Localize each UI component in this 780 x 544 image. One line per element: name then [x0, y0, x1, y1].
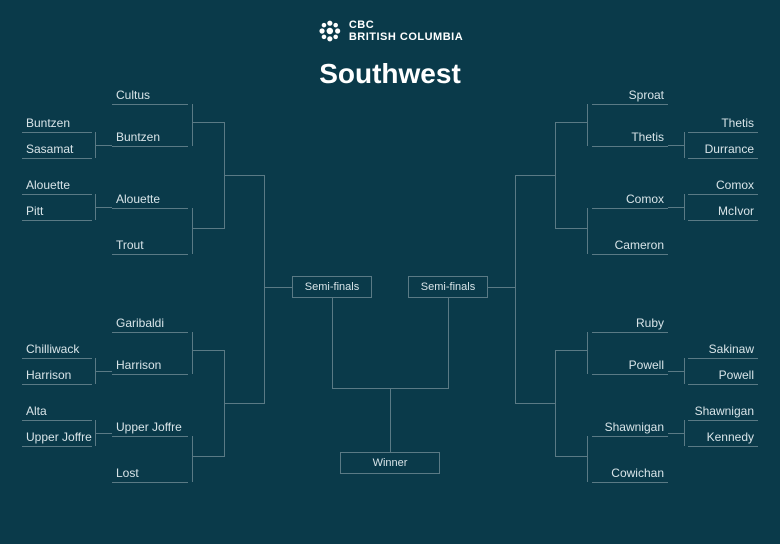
team-l-r1-1-top: Alouette [22, 178, 92, 195]
team-l-r1-2-top: Chilliwack [22, 342, 92, 359]
team-l-r1-3-top: Alta [22, 404, 92, 421]
team-l-r1-2-bot: Harrison [22, 368, 92, 385]
semifinal-right-box: Semi-finals [408, 276, 488, 298]
bracket-line [332, 298, 333, 388]
bracket-line [516, 403, 556, 404]
team-l-r2-3-top: Upper Joffre [112, 420, 188, 437]
region-title: Southwest [319, 58, 461, 90]
team-l-r2-0-top: Cultus [112, 88, 188, 105]
team-l-r2-2-top: Garibaldi [112, 316, 188, 333]
team-l-r2-1-bot: Trout [112, 238, 188, 255]
bracket-line [95, 371, 112, 372]
team-r-r1-0-top: Thetis [688, 116, 758, 133]
bracket-line [556, 456, 588, 457]
bracket-line [192, 104, 193, 146]
bracket-line [264, 175, 265, 404]
bracket-line [192, 332, 193, 374]
cbc-logo-block: CBC BRITISH COLUMBIA [317, 18, 463, 44]
bracket-line [264, 287, 292, 288]
bracket-line [192, 436, 193, 482]
bracket-line [668, 371, 685, 372]
team-r-r1-1-top: Comox [688, 178, 758, 195]
bracket-line [448, 298, 449, 388]
team-r-r2-2-top: Ruby [592, 316, 668, 333]
team-r-r1-2-top: Sakinaw [688, 342, 758, 359]
winner-box: Winner [340, 452, 440, 474]
team-l-r1-1-bot: Pitt [22, 204, 92, 221]
team-r-r2-3-top: Shawnigan [592, 420, 668, 437]
team-l-r1-0-bot: Sasamat [22, 142, 92, 159]
team-l-r1-3-bot: Upper Joffre [22, 430, 92, 447]
team-r-r1-2-bot: Powell [688, 368, 758, 385]
bracket-line [192, 456, 224, 457]
logo-line1: CBC [349, 19, 463, 31]
team-r-r1-1-bot: McIvor [688, 204, 758, 221]
bracket-line [587, 208, 588, 254]
bracket-line [95, 207, 112, 208]
team-r-r2-1-bot: Cameron [592, 238, 668, 255]
team-l-r2-3-bot: Lost [112, 466, 188, 483]
bracket-line [556, 228, 588, 229]
bracket-line [556, 122, 588, 123]
team-r-r2-0-top: Sproat [592, 88, 668, 105]
team-r-r2-1-top: Comox [592, 192, 668, 209]
bracket-line [587, 436, 588, 482]
team-r-r2-0-bot: Thetis [592, 130, 668, 147]
bracket-line [390, 388, 391, 452]
logo-line2: BRITISH COLUMBIA [349, 31, 463, 43]
bracket-line [192, 228, 224, 229]
team-r-r1-0-bot: Durrance [688, 142, 758, 159]
bracket-line [587, 104, 588, 146]
team-r-r1-3-bot: Kennedy [688, 430, 758, 447]
bracket-line [192, 208, 193, 254]
bracket-line [668, 207, 685, 208]
bracket-line [556, 350, 588, 351]
bracket-line [95, 433, 112, 434]
team-l-r1-0-top: Buntzen [22, 116, 92, 133]
bracket-line [95, 145, 112, 146]
bracket-line [515, 175, 516, 404]
bracket-line [668, 145, 685, 146]
team-l-r2-2-bot: Harrison [112, 358, 188, 375]
bracket-line [488, 287, 516, 288]
team-r-r2-2-bot: Powell [592, 358, 668, 375]
bracket-line [224, 175, 264, 176]
cbc-logo-icon [317, 18, 343, 44]
team-l-r2-1-top: Alouette [112, 192, 188, 209]
bracket-line [192, 122, 224, 123]
bracket-line [224, 403, 264, 404]
bracket-line [516, 175, 556, 176]
bracket-line [668, 433, 685, 434]
team-r-r1-3-top: Shawnigan [688, 404, 758, 421]
semifinal-left-box: Semi-finals [292, 276, 372, 298]
bracket-line [192, 350, 224, 351]
team-r-r2-3-bot: Cowichan [592, 466, 668, 483]
logo-text: CBC BRITISH COLUMBIA [349, 19, 463, 43]
team-l-r2-0-bot: Buntzen [112, 130, 188, 147]
bracket-line [587, 332, 588, 374]
